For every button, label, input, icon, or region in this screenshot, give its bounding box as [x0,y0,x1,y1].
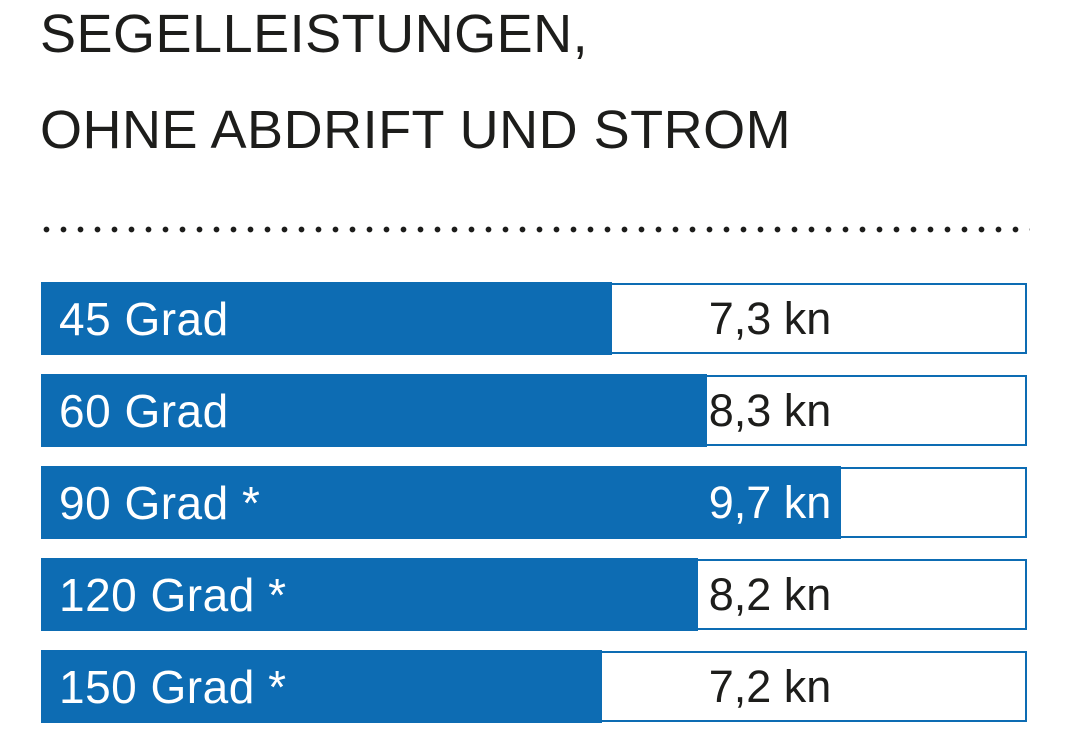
bar-category-label: 90 Grad * [59,476,261,529]
bar-row: 90 Grad * 9,7 kn [41,466,1027,539]
bar-value-label: 7,3 kn [708,292,832,344]
bar-value-label: 8,3 kn [708,384,832,436]
bar-chart: 45 Grad 7,3 kn 60 Grad 8,3 kn 90 Grad * … [41,282,1027,743]
chart-title-line1: SEGELLEISTUNGEN, [40,4,589,64]
bar-row: 60 Grad 8,3 kn [41,374,1027,447]
bar-value-label: 7,2 kn [708,660,832,712]
bar-fill [41,650,602,723]
dotted-divider [38,225,1030,234]
bar-value-label: 9,7 kn [708,476,832,528]
bar-row: 45 Grad 7,3 kn [41,282,1027,355]
bar-row: 120 Grad * 8,2 kn [41,558,1027,631]
bar-category-label: 45 Grad [59,292,229,345]
bar-category-label: 120 Grad * [59,568,287,621]
bar-fill [41,374,707,447]
bar-category-label: 150 Grad * [59,660,287,713]
sailing-performance-chart: SEGELLEISTUNGEN, OHNE ABDRIFT UND STROM … [38,4,1030,723]
bar-fill [41,466,841,539]
bar-category-label: 60 Grad [59,384,229,437]
bar-value-label: 8,2 kn [708,568,832,620]
bar-fill [41,282,612,355]
bar-row: 150 Grad * 7,2 kn [41,650,1027,723]
chart-title-line2: OHNE ABDRIFT UND STROM [40,100,792,160]
bar-fill [41,558,698,631]
